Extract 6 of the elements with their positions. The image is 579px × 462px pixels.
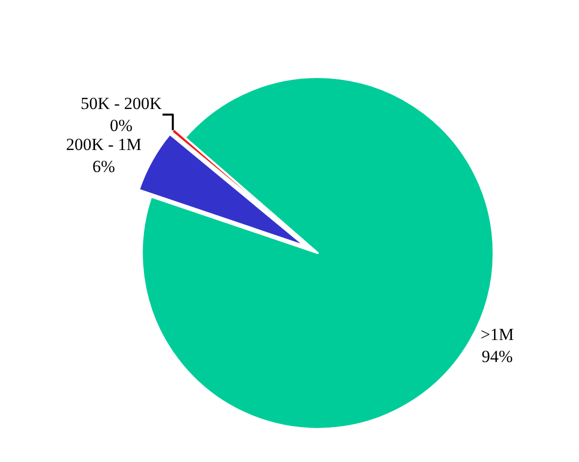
- slice-label: 50K - 200K: [80, 94, 163, 114]
- slice-label: 200K - 1M: [66, 135, 142, 154]
- data-label: 0%: [110, 116, 133, 136]
- slice-label: >1M: [480, 325, 514, 344]
- data-label: 6%: [92, 157, 116, 176]
- data-label: 94%: [482, 347, 513, 366]
